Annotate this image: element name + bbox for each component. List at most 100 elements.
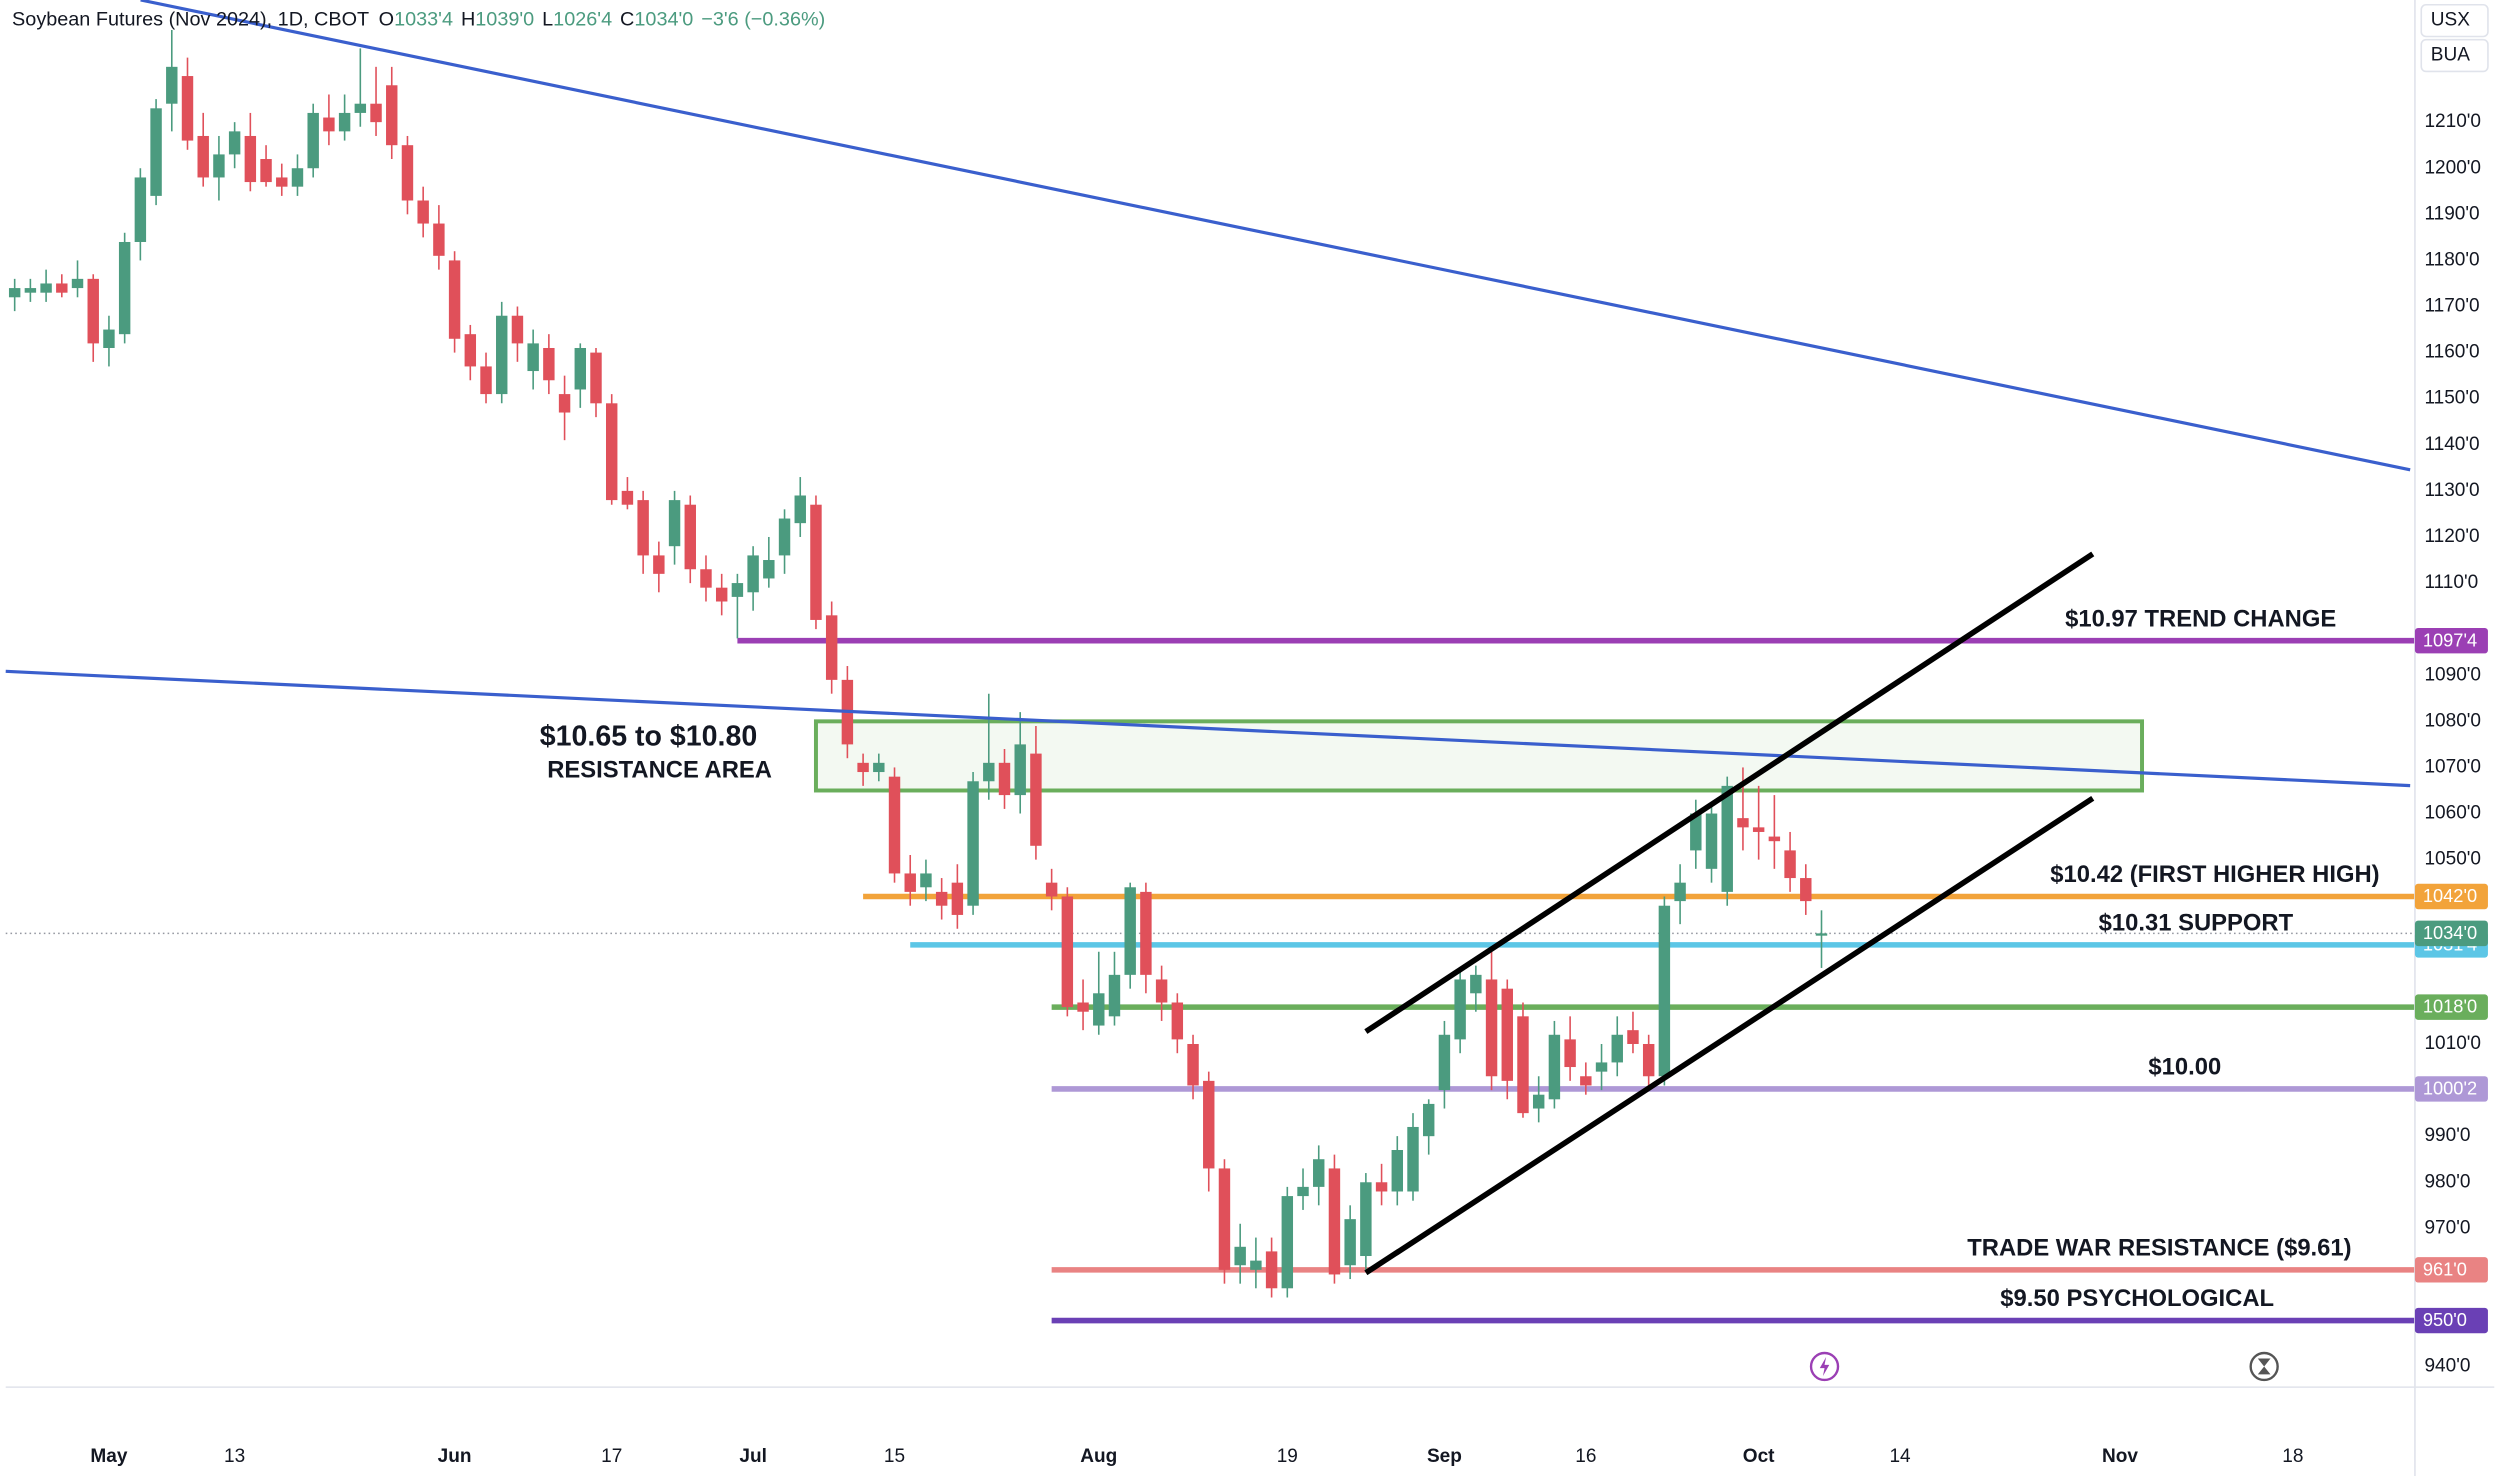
candle-body bbox=[558, 394, 571, 413]
candle-body bbox=[967, 781, 979, 906]
candle-body bbox=[1674, 882, 1686, 902]
y-tick-label: 1120'0 bbox=[2424, 526, 2479, 547]
x-tick-label: Nov bbox=[2102, 1446, 2138, 1467]
candle-body bbox=[1061, 896, 1074, 1008]
candle-body bbox=[668, 500, 681, 547]
y-tick-label: 1010'0 bbox=[2424, 1033, 2481, 1054]
x-tick-label: 13 bbox=[224, 1446, 245, 1467]
badge bbox=[2420, 38, 2489, 73]
ohlc-key: C bbox=[620, 9, 634, 31]
candle-body bbox=[1438, 1034, 1451, 1091]
level-tag-text: 961'0 bbox=[2423, 1258, 2467, 1279]
candles bbox=[8, 29, 1828, 1298]
candle-body bbox=[433, 223, 445, 256]
candle-body bbox=[1768, 836, 1781, 842]
candle-body bbox=[1344, 1219, 1356, 1266]
candle-body bbox=[621, 490, 634, 505]
y-tick-label: 1080'0 bbox=[2424, 710, 2481, 731]
level-tag bbox=[2414, 994, 2488, 1020]
candle-body bbox=[794, 495, 806, 524]
candle-body bbox=[1375, 1182, 1388, 1192]
candle-body bbox=[197, 135, 209, 178]
level-tag bbox=[2414, 627, 2488, 654]
candle-body bbox=[527, 343, 539, 372]
level-annotation: $9.50 PSYCHOLOGICAL bbox=[2000, 1285, 2274, 1312]
channel-line bbox=[1364, 551, 2095, 1034]
level-annotation: TRADE WAR RESISTANCE ($9.61) bbox=[1967, 1234, 2351, 1261]
candle-body bbox=[150, 108, 162, 196]
y-tick-label: 1070'0 bbox=[2424, 756, 2481, 777]
candle-body bbox=[166, 66, 178, 104]
y-tick-label: 940'0 bbox=[2424, 1356, 2470, 1377]
candle-body bbox=[1784, 850, 1796, 879]
candle-body bbox=[1485, 979, 1498, 1077]
level-tag-text: 1042'0 bbox=[2423, 885, 2477, 906]
candle-body bbox=[763, 560, 775, 579]
x-tick-label: 15 bbox=[884, 1446, 905, 1467]
candle-body bbox=[653, 555, 665, 574]
candle-body bbox=[1297, 1186, 1309, 1197]
candle-body bbox=[1737, 818, 1749, 828]
levels bbox=[5, 637, 2415, 1324]
candle-body bbox=[1203, 1080, 1215, 1169]
candle-body bbox=[417, 200, 429, 224]
candle-body bbox=[1705, 813, 1718, 869]
level-tag bbox=[2414, 883, 2488, 910]
candle-body bbox=[935, 891, 948, 906]
candle-body bbox=[401, 145, 414, 201]
candle-body bbox=[983, 762, 995, 782]
ohlc-key: L bbox=[542, 9, 553, 31]
trend-line bbox=[140, 0, 2411, 472]
candle-body bbox=[323, 117, 335, 132]
candle-body bbox=[1030, 753, 1042, 846]
candle-body bbox=[1281, 1196, 1294, 1289]
candle-body bbox=[1517, 1016, 1529, 1114]
candle-body bbox=[511, 315, 524, 344]
candle-body bbox=[637, 500, 649, 556]
candle-body bbox=[700, 569, 712, 588]
candle-body bbox=[386, 85, 398, 146]
candle-body bbox=[213, 154, 225, 178]
candle-body bbox=[1391, 1150, 1404, 1192]
candle-body bbox=[873, 762, 885, 773]
candle-body bbox=[480, 366, 492, 395]
candle-body bbox=[1108, 974, 1121, 1017]
candle-body bbox=[1423, 1103, 1435, 1137]
candle-body bbox=[715, 587, 728, 602]
candle-body bbox=[747, 555, 759, 593]
y-tick-label: 1190'0 bbox=[2424, 203, 2479, 224]
candle-body bbox=[8, 288, 21, 298]
badges: USX BUA bbox=[2420, 3, 2489, 73]
lightning-icon[interactable] bbox=[1809, 1351, 1840, 1382]
level-tag-text: 1018'0 bbox=[2423, 996, 2477, 1017]
candle-body bbox=[338, 112, 351, 132]
candle-body bbox=[87, 278, 99, 344]
candle-body bbox=[244, 135, 257, 183]
candle-body bbox=[1752, 827, 1765, 832]
ohlc-value: 1034'0 bbox=[634, 9, 693, 31]
x-tick-label: 14 bbox=[1889, 1446, 1911, 1467]
level-tag-text: 950'0 bbox=[2423, 1309, 2467, 1330]
candle-body bbox=[260, 159, 272, 183]
candle-body bbox=[1171, 1002, 1184, 1040]
level-tag bbox=[2414, 1257, 2488, 1283]
x-tick-label: May bbox=[90, 1446, 127, 1467]
ohlc-key: H bbox=[461, 9, 475, 31]
candle-body bbox=[1501, 988, 1513, 1081]
x-tick-label: 16 bbox=[1575, 1446, 1596, 1467]
y-tick-label: 980'0 bbox=[2424, 1171, 2470, 1192]
hourglass-glyph bbox=[2257, 1358, 2271, 1375]
candle-body bbox=[496, 315, 508, 395]
candle-body bbox=[857, 762, 869, 773]
candle-body bbox=[103, 329, 115, 348]
candle-body bbox=[56, 283, 68, 293]
title: Soybean Futures (Nov 2024), 1D, CBOT bbox=[12, 9, 369, 31]
y-tick-label: 1150'0 bbox=[2424, 388, 2479, 409]
candle-body bbox=[448, 260, 461, 339]
last-price-tag bbox=[2414, 920, 2488, 947]
hourglass-icon[interactable] bbox=[2249, 1351, 2279, 1382]
candle-body bbox=[354, 103, 367, 113]
trend-line bbox=[5, 669, 2411, 788]
candle-body bbox=[1407, 1126, 1419, 1192]
